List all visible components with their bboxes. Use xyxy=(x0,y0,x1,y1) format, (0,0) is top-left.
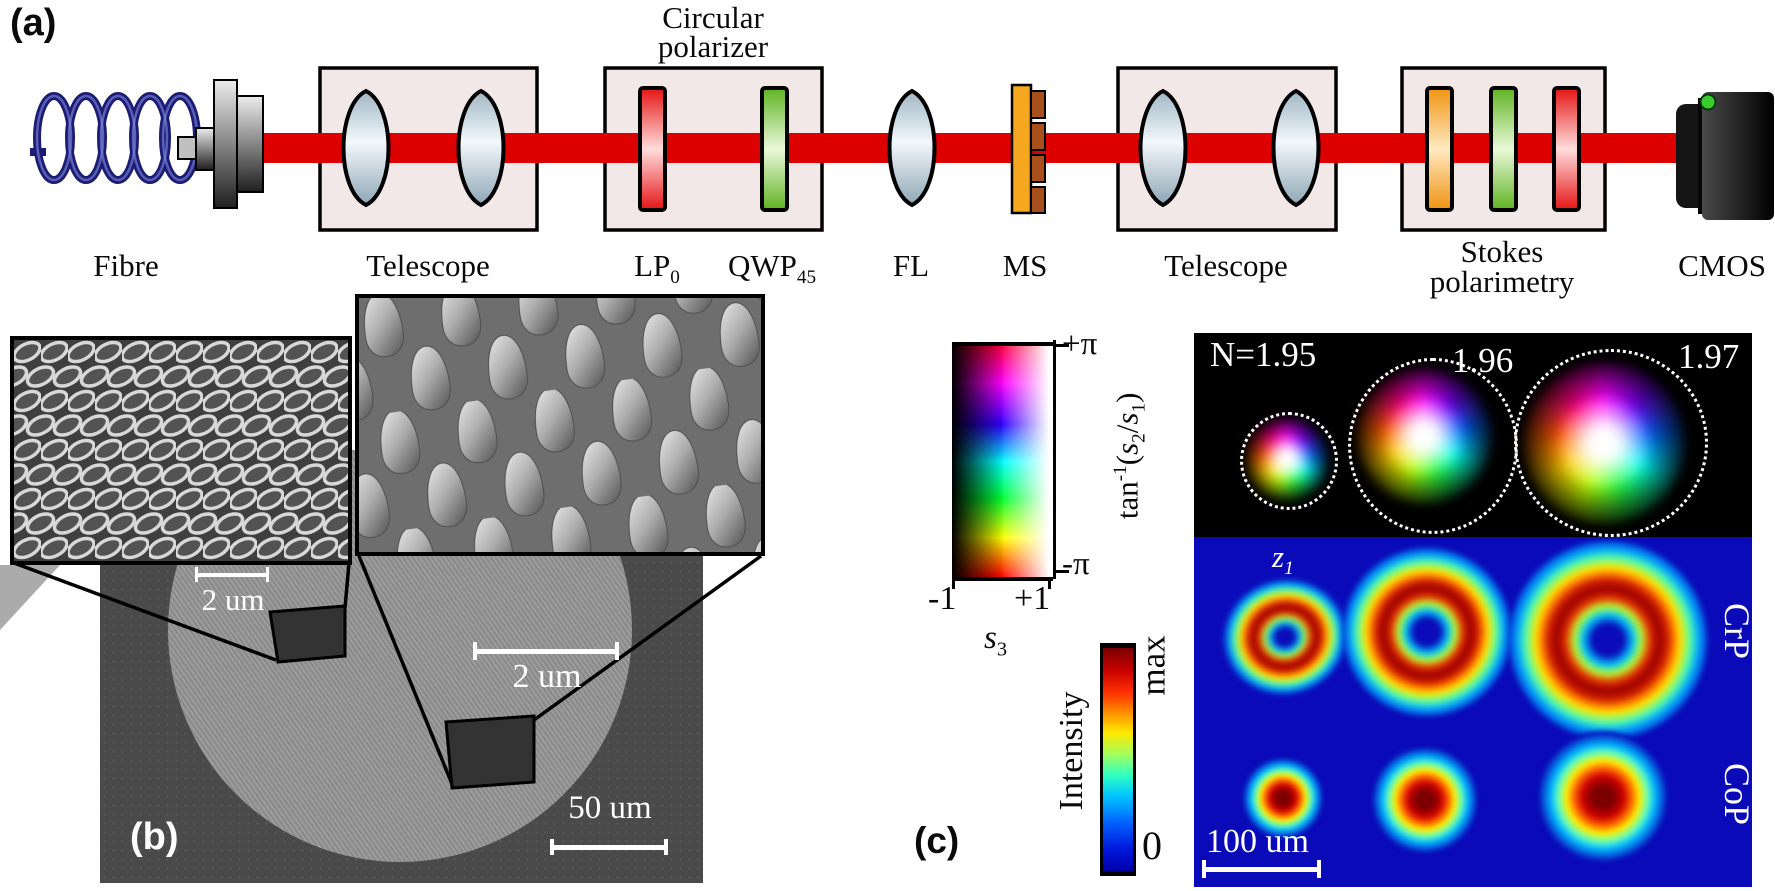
crp-ring-1 xyxy=(1212,567,1358,707)
row-label-crp: CrP xyxy=(1717,602,1752,660)
intensity-max-label: max xyxy=(1133,635,1173,696)
inset-shadow-wedge xyxy=(0,565,60,630)
main-scalebar-label: 50 um xyxy=(568,790,652,826)
label-fl: FL xyxy=(892,248,930,283)
axis-tick xyxy=(1048,577,1051,589)
label-fibre: Fibre xyxy=(93,248,159,283)
label-lp0: LP0 xyxy=(634,248,680,289)
lens-fl xyxy=(887,88,937,208)
sem-inset-connectors xyxy=(0,554,763,790)
cop-spot-3 xyxy=(1537,731,1669,863)
circular-polarizer-title-line2: polarizer xyxy=(657,29,769,64)
optical-setup-diagram xyxy=(30,66,1774,232)
label-telescope-2: Telescope xyxy=(1164,248,1288,283)
zoom-region-marker-2 xyxy=(444,714,536,790)
poincare-ymin-label: -π xyxy=(1062,546,1090,582)
intensity-min-label: 0 xyxy=(1142,823,1162,868)
crp-ring-3 xyxy=(1509,541,1707,739)
stokes-plate-2 xyxy=(1489,86,1518,212)
poincare-ymax-label: +π xyxy=(1062,326,1098,362)
label-stokes-line2: polarimetry xyxy=(1429,264,1575,299)
z-label-1: z1 xyxy=(1272,539,1294,580)
inset2-scalebar-label: 2 um xyxy=(512,658,582,695)
label-stokes-line1: Stokes xyxy=(1460,234,1544,269)
scalebar-tick xyxy=(550,839,554,855)
inset1-scalebar-label: 2 um xyxy=(201,582,265,617)
label-qwp45: QWP45 xyxy=(727,248,817,289)
lens xyxy=(456,88,506,208)
lens xyxy=(1138,88,1188,208)
beam-outline-3 xyxy=(1514,349,1708,537)
scalebar-tick xyxy=(473,642,477,660)
scalebar-tick xyxy=(195,567,198,582)
panel-c-label: (c) xyxy=(914,820,960,861)
scalebar-tick xyxy=(664,839,668,855)
axis-tick xyxy=(1053,570,1069,573)
cop-spot-1 xyxy=(1242,757,1324,839)
stokes-plate-1 xyxy=(1425,86,1454,212)
inset1-scalebar xyxy=(197,573,267,577)
panel-b-label: (b) xyxy=(130,816,179,858)
cop-spot-2 xyxy=(1371,746,1479,854)
sem-inset-tilted xyxy=(355,294,765,556)
beam-outline-1 xyxy=(1240,412,1338,510)
crp-ring-2 xyxy=(1343,548,1511,716)
polarization-patterns-panel: N=1.95 1.96 1.97 xyxy=(1194,333,1752,537)
scalebar-tick xyxy=(615,642,619,660)
fiber-connector xyxy=(177,79,264,209)
scalebar-tick xyxy=(266,567,269,582)
poincare-y-axis-label: tan-1(s2/s1) xyxy=(1109,392,1150,520)
n-label-2: 1.96 xyxy=(1452,341,1514,380)
n-label-1: N=1.95 xyxy=(1210,335,1317,374)
beam-outline-2 xyxy=(1348,358,1518,534)
lp0-plate xyxy=(638,86,667,212)
main-scalebar xyxy=(552,845,668,850)
intensity-colorbar xyxy=(1100,643,1136,876)
axis-tick xyxy=(952,577,955,589)
poincare-xmin-label: -1 xyxy=(928,580,957,617)
axis-tick xyxy=(1053,344,1069,347)
label-telescope-1: Telescope xyxy=(366,248,490,283)
metasurface-sample xyxy=(1010,83,1046,215)
zoom-region-marker-1 xyxy=(268,604,347,664)
fiber-coil-highlight xyxy=(35,94,199,182)
cmos-camera xyxy=(1676,92,1774,220)
lens xyxy=(341,88,391,208)
n-label-3: 1.97 xyxy=(1678,337,1740,376)
intensity-profiles-panel: z1 z2 z3 CrP CoP 100 um xyxy=(1194,537,1752,887)
poincare-axis-line xyxy=(1053,340,1056,579)
c-scalebar xyxy=(1204,867,1319,872)
c-scalebar-label: 100 um xyxy=(1206,823,1309,860)
circular-polarizer-title-line1: Circular xyxy=(662,0,764,35)
sem-inset-topview xyxy=(10,336,352,565)
panel-a-label: (a) xyxy=(10,2,57,44)
stokes-plate-3 xyxy=(1552,86,1581,212)
label-cmos: CMOS xyxy=(1678,248,1766,283)
lens xyxy=(1271,88,1321,208)
fiber-coil xyxy=(30,92,201,184)
poincare-colormap xyxy=(952,342,1053,581)
qwp45-plate xyxy=(760,86,789,212)
inset2-scalebar xyxy=(476,649,618,654)
camera-led xyxy=(1699,93,1717,111)
label-ms: MS xyxy=(1002,248,1048,283)
intensity-title: Intensity xyxy=(1053,691,1090,811)
poincare-xmax-label: +1 xyxy=(1014,580,1051,617)
row-label-cop: CoP xyxy=(1717,763,1752,826)
scalebar-tick xyxy=(1317,860,1321,878)
scalebar-tick xyxy=(1202,860,1206,878)
poincare-x-axis-label: s3 xyxy=(984,620,1008,661)
